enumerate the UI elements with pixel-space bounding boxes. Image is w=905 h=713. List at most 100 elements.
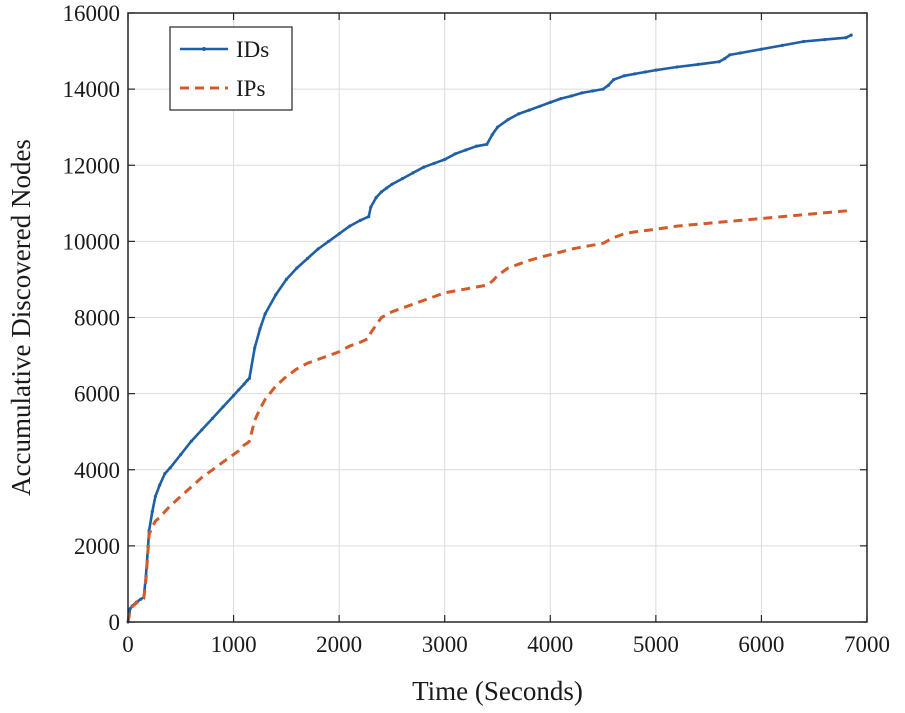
data-point-ids [247, 376, 251, 380]
data-point-ids [379, 190, 383, 194]
data-point-ids [559, 97, 563, 101]
data-point-ids [548, 100, 552, 104]
x-tick-label: 0 [122, 632, 134, 657]
data-point-ids [232, 393, 236, 398]
data-point-ids [823, 38, 827, 42]
data-point-ids [189, 439, 193, 443]
data-point-ids [622, 74, 626, 78]
y-tick-label: 8000 [74, 306, 120, 331]
data-point-ids [337, 232, 341, 236]
data-point-ids [400, 177, 405, 181]
axis-ticks: 0 1000 2000 3000 4000 5000 6000 7000 0 2000 4000 60… [63, 1, 891, 657]
data-point-ids [849, 33, 853, 37]
legend-marker-ids [202, 47, 206, 51]
y-tick-label: 0 [109, 610, 121, 635]
data-point-ids [316, 247, 320, 251]
data-point-ids [242, 382, 246, 386]
data-point-ids [385, 186, 389, 190]
y-tick-label: 16000 [63, 1, 121, 26]
data-point-ids [580, 91, 584, 95]
legend-label-ips: IPs [236, 76, 265, 101]
y-axis-label: Accumulative Discovered Nodes [6, 139, 36, 496]
y-tick-label: 4000 [74, 458, 120, 483]
data-point-ids [612, 78, 616, 82]
data-point-ids [369, 205, 373, 209]
legend-label-ids: IDs [236, 37, 269, 62]
data-point-ids [643, 70, 647, 74]
data-point-ids [358, 218, 362, 222]
series-line-ids [126, 33, 852, 623]
data-point-ids [432, 161, 436, 165]
series-line-ips [126, 207, 852, 623]
data-point-ids [485, 142, 489, 146]
legend-box [169, 26, 293, 111]
data-point-ids [728, 53, 732, 57]
data-point-ids [221, 405, 225, 409]
data-point-ids [150, 510, 154, 514]
data-point-ids [696, 62, 700, 66]
data-point-ids [348, 224, 352, 228]
data-point-ids [258, 327, 262, 331]
data-point-ids [210, 416, 215, 420]
data-point-ids [411, 171, 415, 175]
data-point-ids [163, 472, 167, 476]
y-tick-label: 10000 [63, 229, 121, 254]
data-point-ids [538, 104, 542, 108]
data-point-ids [759, 47, 764, 51]
data-point-ids [390, 182, 394, 186]
data-point-ids [464, 148, 468, 152]
data-point-ids [168, 466, 172, 470]
data-point-ids [601, 87, 605, 91]
data-point-ids [590, 89, 595, 93]
data-point-ids [305, 256, 310, 261]
data-point-ids [253, 346, 257, 350]
data-point-ids [495, 125, 500, 129]
data-point-ids [802, 39, 806, 44]
x-tick-label: 7000 [844, 632, 890, 657]
x-tick-label: 4000 [527, 632, 573, 657]
data-point-ids [284, 277, 288, 281]
data-point-ids [295, 266, 299, 270]
data-point-ids [654, 68, 658, 72]
data-point-ids [327, 239, 331, 243]
data-point-ids [490, 133, 494, 137]
x-tick-label: 3000 [422, 632, 468, 657]
data-point-ids [474, 144, 478, 148]
series-layer [126, 33, 853, 624]
data-point-ids [374, 196, 378, 200]
data-point-ids [153, 494, 157, 498]
x-tick-label: 5000 [633, 632, 679, 657]
y-tick-label: 14000 [63, 77, 121, 102]
x-tick-label: 1000 [211, 632, 257, 657]
data-point-ids [453, 152, 457, 156]
data-point-ids [675, 65, 679, 69]
data-point-ids [738, 51, 742, 55]
data-point-ids [569, 94, 574, 98]
data-point-ids [443, 157, 447, 162]
data-point-ids [179, 452, 183, 457]
y-tick-label: 2000 [74, 534, 120, 559]
data-point-ids [128, 607, 132, 611]
data-point-ids [263, 312, 267, 316]
data-point-ids [422, 165, 426, 169]
data-point-ids [722, 57, 727, 61]
data-point-ids [367, 215, 371, 219]
data-point-ids [200, 428, 204, 432]
data-point-ids [780, 43, 785, 48]
data-point-ids [717, 60, 721, 64]
data-point-ids [245, 378, 249, 382]
data-point-ids [237, 388, 241, 392]
data-point-ids [274, 293, 278, 297]
legend: IDs IPs [169, 26, 293, 111]
data-point-ids [139, 597, 143, 601]
y-tick-label: 12000 [63, 153, 121, 178]
data-point-ids [517, 112, 521, 116]
data-point-ids [158, 483, 162, 487]
y-tick-label: 6000 [74, 382, 120, 407]
data-point-ids [606, 83, 611, 87]
data-point-ids [844, 36, 848, 40]
data-point-ids [633, 72, 637, 76]
data-point-ids [506, 118, 510, 122]
x-tick-label: 2000 [316, 632, 362, 657]
